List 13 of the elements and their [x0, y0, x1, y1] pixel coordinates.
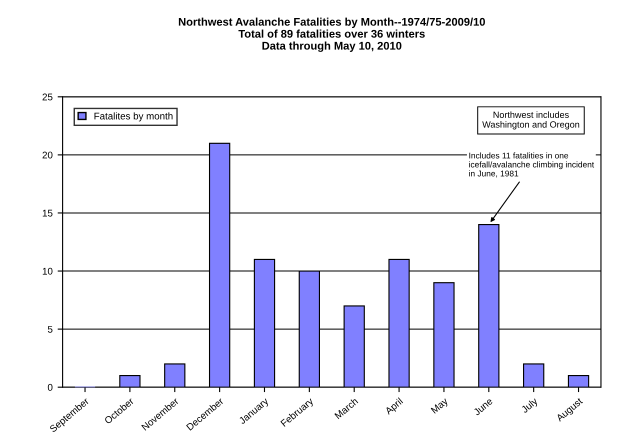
chart-title: Northwest Avalanche Fatalities by Month--1974/75-2009/10 Total of 89 fatalities over 36 winters Data through May 10, 2010	[178, 18, 485, 52]
annotation: Northwest includes Washington and Oregon	[482, 111, 580, 130]
y-tick-label: 20	[42, 152, 52, 158]
legend-label: Fatalites by month	[94, 112, 173, 122]
y-tick-label: 0	[48, 384, 52, 391]
y-tick-label: 10	[42, 268, 52, 275]
y-tick-label: 25	[42, 94, 52, 100]
y-tick-label: 5	[48, 326, 52, 333]
annotation: Includes 11 fatalities in one icefall/avalanche climbing incident in June, 1981	[469, 152, 594, 178]
x-tick-label: June	[473, 397, 494, 416]
x-tick-label: May	[430, 397, 450, 416]
y-tick-label: 15	[42, 210, 52, 217]
x-tick-label: July	[520, 396, 540, 415]
